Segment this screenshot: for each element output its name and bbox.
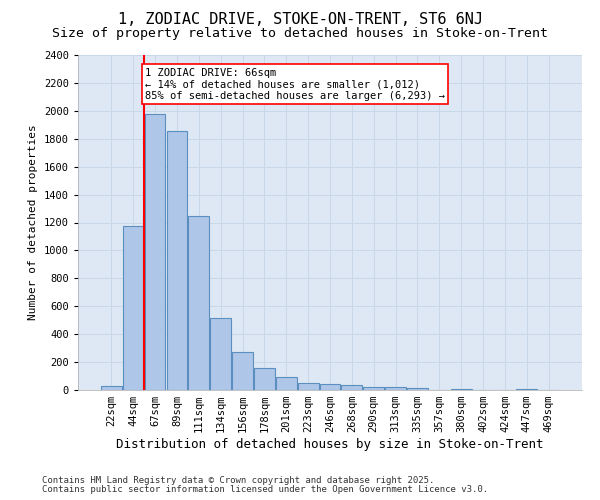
Y-axis label: Number of detached properties: Number of detached properties: [28, 124, 38, 320]
Bar: [517, 388, 537, 390]
Text: Contains public sector information licensed under the Open Government Licence v3: Contains public sector information licen…: [42, 485, 488, 494]
Bar: [123, 226, 143, 390]
Bar: [320, 384, 340, 390]
Bar: [341, 385, 362, 390]
Bar: [254, 368, 275, 390]
Bar: [407, 388, 428, 390]
Bar: [364, 386, 384, 390]
Bar: [188, 216, 209, 390]
Bar: [145, 114, 166, 390]
Bar: [232, 352, 253, 390]
Text: Size of property relative to detached houses in Stoke-on-Trent: Size of property relative to detached ho…: [52, 28, 548, 40]
Bar: [451, 388, 472, 390]
Text: 1, ZODIAC DRIVE, STOKE-ON-TRENT, ST6 6NJ: 1, ZODIAC DRIVE, STOKE-ON-TRENT, ST6 6NJ: [118, 12, 482, 28]
Bar: [385, 387, 406, 390]
Text: 1 ZODIAC DRIVE: 66sqm
← 14% of detached houses are smaller (1,012)
85% of semi-d: 1 ZODIAC DRIVE: 66sqm ← 14% of detached …: [145, 68, 445, 101]
Bar: [276, 378, 296, 390]
Bar: [101, 386, 122, 390]
Bar: [167, 131, 187, 390]
Bar: [210, 318, 231, 390]
X-axis label: Distribution of detached houses by size in Stoke-on-Trent: Distribution of detached houses by size …: [116, 438, 544, 451]
Text: Contains HM Land Registry data © Crown copyright and database right 2025.: Contains HM Land Registry data © Crown c…: [42, 476, 434, 485]
Bar: [298, 383, 319, 390]
